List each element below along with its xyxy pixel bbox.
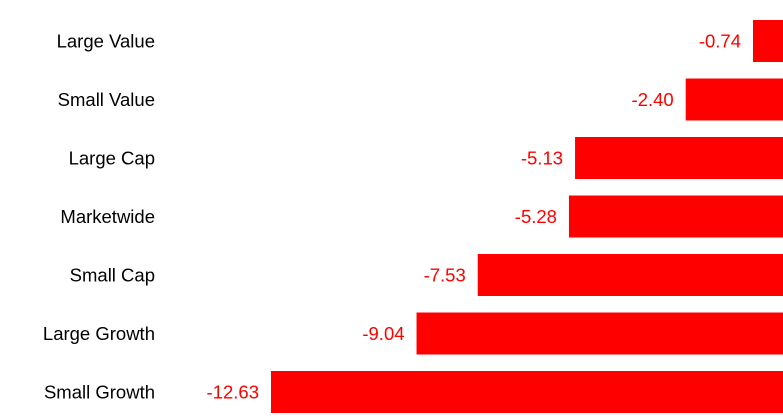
value-label: -5.13 <box>521 148 563 169</box>
category-label: Large Cap <box>69 148 155 169</box>
value-label: -12.63 <box>207 382 259 403</box>
bar <box>477 254 783 296</box>
category-label: Large Growth <box>43 323 155 344</box>
bar <box>753 20 783 62</box>
bar <box>575 137 783 179</box>
value-label: -7.53 <box>424 265 466 286</box>
value-label: -9.04 <box>362 323 404 344</box>
bars <box>271 20 783 413</box>
category-label: Small Cap <box>70 265 155 286</box>
category-labels: Large Value Small Value Large Cap Marketwid… <box>43 31 155 403</box>
value-labels: -0.74 -2.40 -5.13 -5.28 -7.53 -9.04 -12.63 <box>207 31 741 403</box>
value-label: -0.74 <box>699 31 741 52</box>
bar <box>416 312 783 355</box>
bar <box>685 78 783 121</box>
value-label: -5.28 <box>515 206 557 227</box>
category-label: Marketwide <box>60 206 155 227</box>
category-label: Small Growth <box>44 382 155 403</box>
bar <box>568 195 783 238</box>
bar <box>271 371 783 413</box>
category-label: Large Value <box>57 31 155 52</box>
value-label: -2.40 <box>632 89 674 110</box>
category-label: Small Value <box>58 89 155 110</box>
